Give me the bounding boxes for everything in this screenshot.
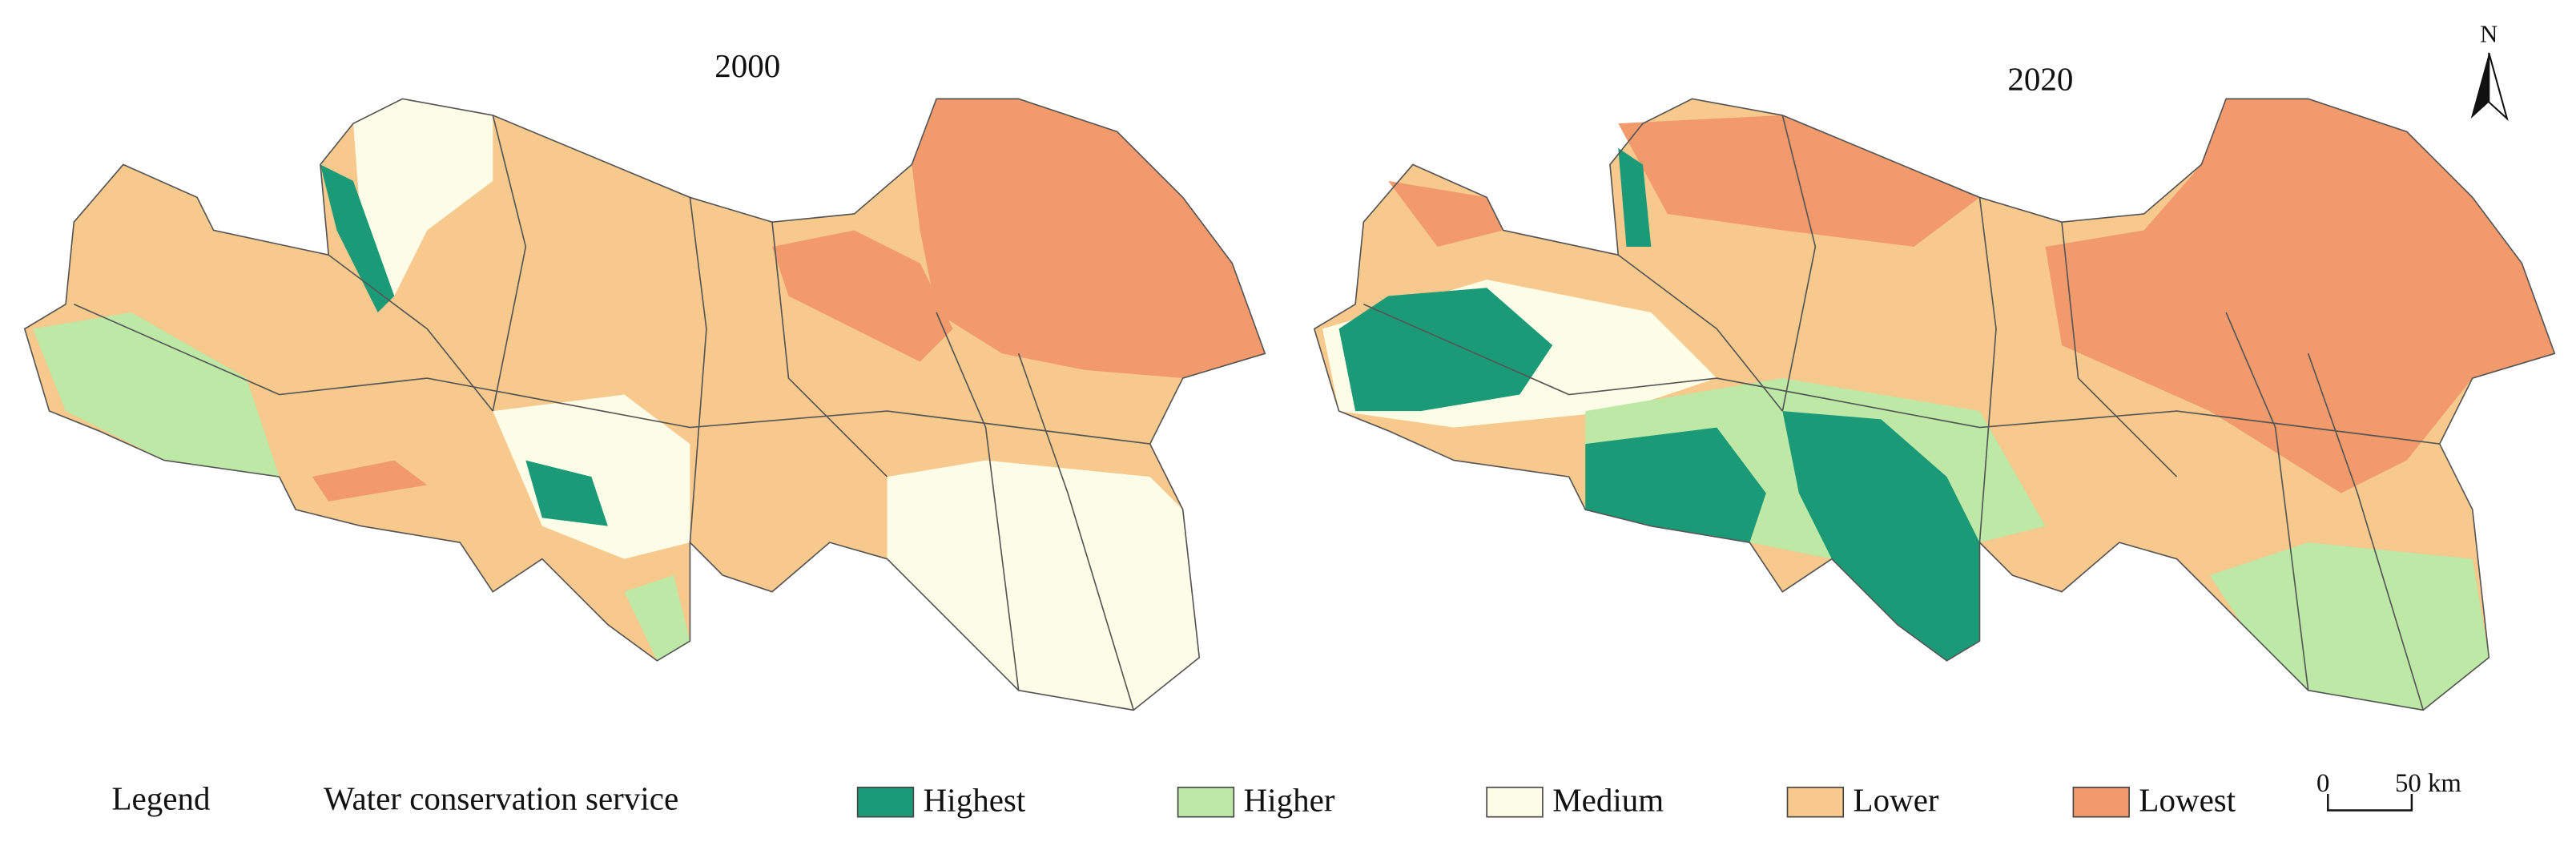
county-boundary bbox=[936, 312, 1020, 691]
north-label: N bbox=[2480, 20, 2498, 47]
county-boundary bbox=[2061, 222, 2178, 477]
region-patch bbox=[912, 99, 1266, 379]
legend-swatch bbox=[1486, 786, 1544, 818]
region-patch bbox=[352, 99, 493, 296]
region-patch bbox=[1585, 427, 1766, 543]
legend-swatch bbox=[1786, 786, 1845, 818]
region-patch bbox=[320, 164, 395, 313]
legend-entry: Medium bbox=[1552, 782, 1664, 819]
legend-label: Legend bbox=[111, 780, 210, 817]
region-patch bbox=[525, 460, 608, 526]
legend-swatch bbox=[856, 786, 915, 818]
region-patch bbox=[2209, 542, 2489, 711]
region-patch bbox=[33, 312, 280, 477]
scale-end: 50 km bbox=[2395, 769, 2461, 798]
county-boundary bbox=[1617, 254, 1783, 412]
region-patch bbox=[624, 575, 690, 661]
scale-start: 0 bbox=[2316, 769, 2329, 798]
map-2020 bbox=[1313, 98, 2556, 711]
map-2000 bbox=[23, 98, 1266, 711]
legend-swatch bbox=[1177, 786, 1235, 818]
scale-bar-line bbox=[2327, 793, 2413, 812]
region-patch bbox=[887, 460, 1200, 711]
region-patch bbox=[1618, 147, 1652, 247]
region-outline bbox=[1313, 98, 2556, 711]
county-boundary bbox=[1781, 115, 1817, 412]
county-boundary bbox=[689, 197, 707, 543]
region-patch bbox=[2045, 99, 2555, 493]
legend-entry: Lower bbox=[1854, 782, 1939, 819]
region-patch bbox=[1782, 411, 1980, 661]
region-outline bbox=[23, 98, 1266, 711]
county-boundary bbox=[1978, 197, 1997, 543]
scale-bar: 0 50 km bbox=[2316, 769, 2461, 812]
county-boundary bbox=[1363, 303, 2440, 445]
region-patch bbox=[771, 230, 953, 362]
county-boundary bbox=[1017, 353, 1134, 711]
region-patch bbox=[1388, 180, 1503, 247]
county-boundary bbox=[2307, 353, 2425, 711]
map-title: 2000 bbox=[714, 47, 780, 84]
county-boundary bbox=[2225, 312, 2309, 691]
legend-title: Water conservation service bbox=[324, 780, 678, 817]
legend: Highest Higher Medium Lower Lowest bbox=[856, 782, 2236, 819]
county-boundary bbox=[73, 303, 1150, 445]
legend-swatch bbox=[2072, 786, 2130, 818]
county-boundary bbox=[492, 115, 527, 412]
region-patch bbox=[1338, 288, 1553, 412]
county-boundary bbox=[328, 254, 493, 412]
north-arrow-right bbox=[2488, 52, 2509, 122]
region-patch bbox=[312, 460, 428, 502]
legend-entry: Highest bbox=[924, 782, 1026, 819]
county-boundary bbox=[771, 222, 888, 477]
map-title: 2020 bbox=[2007, 60, 2073, 97]
legend-entry: Lowest bbox=[2139, 782, 2236, 819]
legend-entry: Higher bbox=[1244, 782, 1335, 819]
